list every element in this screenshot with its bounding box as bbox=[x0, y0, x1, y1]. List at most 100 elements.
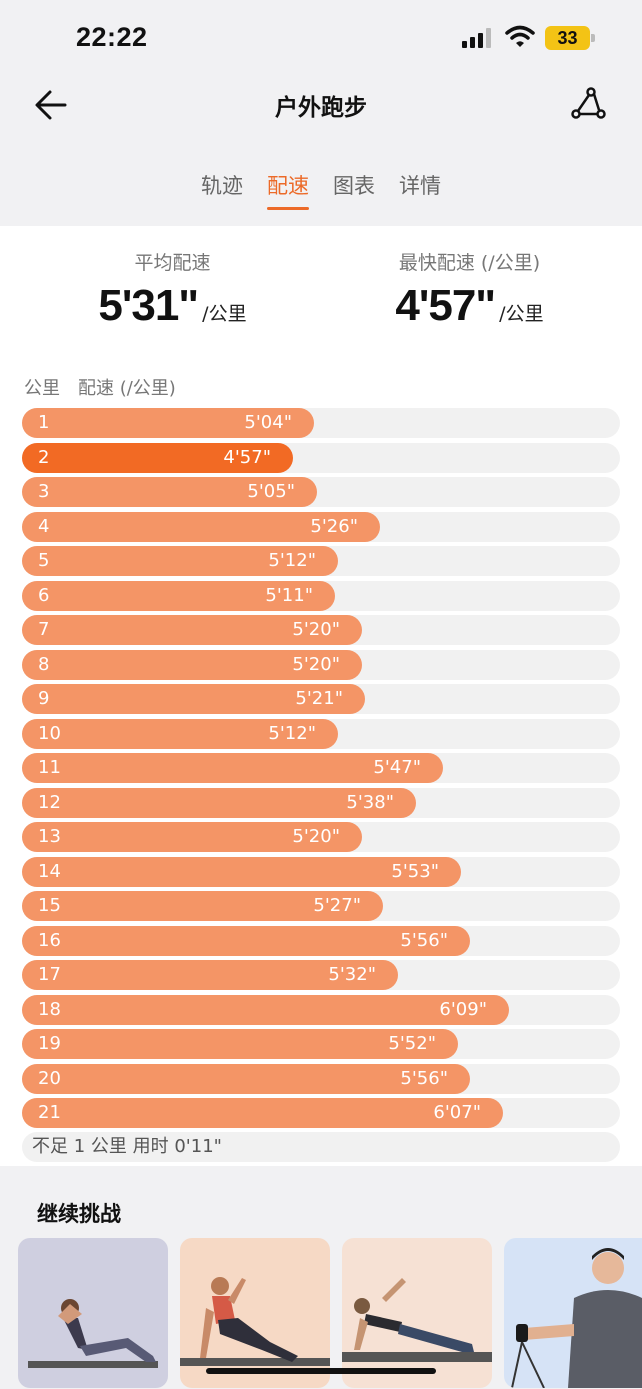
split-pace: 4'57" bbox=[223, 446, 271, 468]
km-column-header: 公里 bbox=[24, 378, 60, 399]
split-pace: 5'38" bbox=[346, 791, 394, 813]
pace-split-row: 7 5'20" bbox=[22, 615, 620, 645]
pace-bar bbox=[22, 511, 380, 542]
split-pace: 5'56" bbox=[400, 1067, 448, 1089]
wifi-icon bbox=[505, 25, 535, 47]
workout-thumbnails bbox=[18, 1238, 642, 1388]
yoga-situp-thumb[interactable] bbox=[18, 1238, 168, 1388]
pace-bar bbox=[22, 649, 362, 680]
battery-indicator: 33 bbox=[545, 26, 595, 50]
split-km: 19 bbox=[38, 1033, 61, 1054]
pace-bar bbox=[22, 546, 338, 576]
pace-bar bbox=[22, 615, 362, 645]
pace-split-row: 13 5'20" bbox=[22, 822, 620, 852]
status-time: 22:22 bbox=[76, 22, 148, 52]
average-pace-value: 5'31" bbox=[98, 281, 199, 330]
pace-bar bbox=[22, 1029, 458, 1059]
pace-bar bbox=[22, 994, 509, 1025]
split-km: 18 bbox=[38, 998, 61, 1020]
nav-bar: 户外跑步 bbox=[0, 72, 642, 136]
pace-bar bbox=[22, 408, 314, 438]
tab-track[interactable]: 轨迹 bbox=[201, 174, 243, 198]
average-pace-stat: 平均配速 5'31" /公里 bbox=[12, 248, 333, 331]
pace-split-row: 19 5'52" bbox=[22, 1029, 620, 1059]
tab-bar: 轨迹 配速 图表 详情 bbox=[0, 160, 642, 210]
split-km: 20 bbox=[38, 1067, 61, 1089]
route-icon[interactable] bbox=[568, 84, 608, 124]
split-km: 8 bbox=[38, 653, 50, 675]
split-km: 2 bbox=[38, 446, 50, 468]
pilates-lunge-thumb[interactable] bbox=[180, 1238, 330, 1388]
split-pace: 6'07" bbox=[433, 1102, 481, 1123]
pace-split-row: 3 5'05" bbox=[22, 477, 620, 507]
split-km: 6 bbox=[38, 584, 50, 606]
section-title: 继续挑战 bbox=[37, 1202, 121, 1226]
page-title: 户外跑步 bbox=[275, 95, 367, 121]
pace-split-row: 12 5'38" bbox=[22, 787, 620, 818]
split-pace: 5'20" bbox=[292, 653, 340, 675]
pace-bar bbox=[22, 925, 470, 956]
pace-bar bbox=[22, 753, 443, 783]
split-km: 21 bbox=[38, 1102, 61, 1123]
fastest-pace-stat: 最快配速 (/公里) 4'57" /公里 bbox=[309, 248, 630, 331]
split-pace: 5'52" bbox=[388, 1033, 436, 1054]
split-km: 15 bbox=[38, 895, 61, 916]
pace-table-header: 公里 配速 (/公里) bbox=[24, 374, 176, 400]
tab-chart[interactable]: 图表 bbox=[333, 174, 375, 198]
pace-bar bbox=[22, 442, 293, 473]
pace-split-row: 5 5'12" bbox=[22, 546, 620, 576]
side-plank-thumb[interactable] bbox=[342, 1238, 492, 1388]
tab-details[interactable]: 详情 bbox=[399, 174, 441, 198]
split-pace: 5'05" bbox=[247, 481, 295, 502]
split-pace: 5'26" bbox=[310, 515, 358, 537]
split-km: 4 bbox=[38, 515, 50, 537]
pace-bar bbox=[22, 477, 317, 507]
pace-split-row: 6 5'11" bbox=[22, 580, 620, 611]
pace-bar bbox=[22, 856, 461, 887]
pace-bar bbox=[22, 787, 416, 818]
pace-split-row: 11 5'47" bbox=[22, 753, 620, 783]
average-pace-label: 平均配速 bbox=[134, 252, 211, 274]
pace-split-row: 16 5'56" bbox=[22, 925, 620, 956]
pace-split-row: 9 5'21" bbox=[22, 684, 620, 714]
home-indicator[interactable] bbox=[206, 1368, 436, 1374]
cellular-signal-icon bbox=[462, 28, 491, 48]
split-km: 5 bbox=[38, 550, 50, 571]
split-km: 7 bbox=[38, 619, 50, 640]
pace-split-row: 14 5'53" bbox=[22, 856, 620, 887]
pace-bar bbox=[22, 684, 365, 714]
pace-bar bbox=[22, 1063, 470, 1094]
pace-split-row: 10 5'12" bbox=[22, 718, 620, 749]
split-km: 11 bbox=[38, 757, 61, 778]
split-km: 16 bbox=[38, 929, 61, 951]
split-pace: 5'11" bbox=[265, 584, 313, 606]
pace-card: 平均配速 5'31" /公里 最快配速 (/公里) 4'57" /公里 公里 配… bbox=[0, 226, 642, 1166]
split-pace: 5'04" bbox=[244, 412, 292, 433]
pace-split-row: 20 5'56" bbox=[22, 1063, 620, 1094]
split-pace: 5'21" bbox=[295, 688, 343, 709]
fastest-pace-label: 最快配速 (/公里) bbox=[398, 252, 541, 274]
split-pace: 5'12" bbox=[268, 550, 316, 571]
tab-pace[interactable]: 配速 bbox=[267, 160, 309, 210]
back-arrow-icon[interactable] bbox=[30, 84, 72, 126]
split-km: 17 bbox=[38, 964, 61, 985]
pace-bar bbox=[22, 822, 362, 852]
split-pace: 5'53" bbox=[391, 860, 439, 882]
split-km: 3 bbox=[38, 481, 50, 502]
pace-split-row: 15 5'27" bbox=[22, 891, 620, 921]
split-pace: 5'32" bbox=[328, 964, 376, 985]
fastest-pace-unit: /公里 bbox=[499, 303, 544, 325]
status-bar: 22:22 33 bbox=[0, 0, 642, 72]
pace-bar bbox=[22, 1098, 503, 1128]
remainder-row: 不足 1 公里 用时 0'11" bbox=[22, 1132, 620, 1162]
average-pace-unit: /公里 bbox=[202, 303, 247, 325]
split-km: 14 bbox=[38, 860, 61, 882]
split-pace: 5'12" bbox=[268, 722, 316, 744]
split-pace: 6'09" bbox=[439, 998, 487, 1020]
split-pace: 5'56" bbox=[400, 929, 448, 951]
split-pace: 5'20" bbox=[292, 619, 340, 640]
resistance-band-thumb[interactable] bbox=[504, 1238, 642, 1388]
pace-split-row: 1 5'04" bbox=[22, 408, 620, 438]
split-pace: 5'20" bbox=[292, 826, 340, 847]
split-km: 12 bbox=[38, 791, 61, 813]
